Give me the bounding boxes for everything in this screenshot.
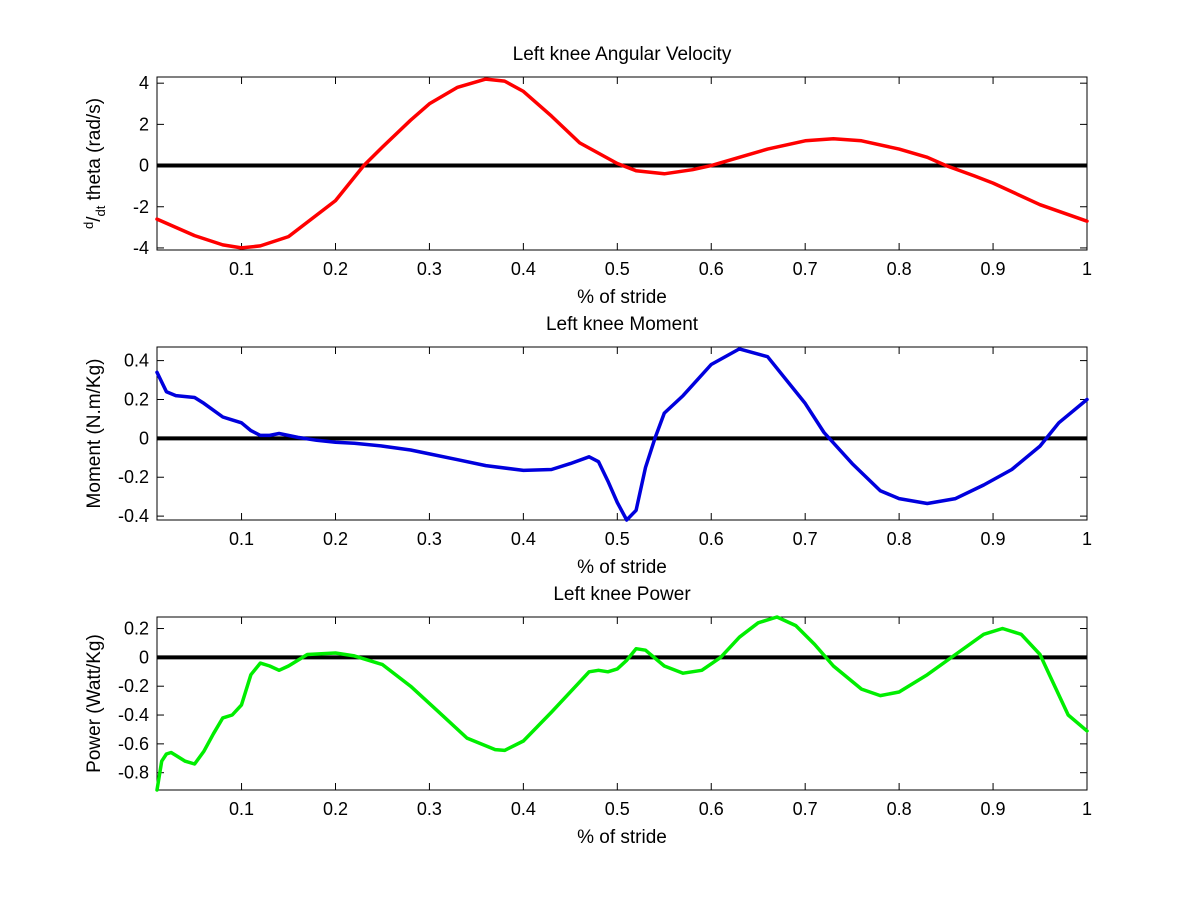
y-tick-label: -0.2	[118, 676, 149, 696]
y-axis-label: Moment (N.m/Kg)	[84, 359, 105, 509]
x-tick-label: 0.7	[793, 799, 818, 819]
x-tick-label: 0.7	[793, 259, 818, 279]
y-tick-label: -0.8	[118, 763, 149, 783]
series-line	[155, 347, 1089, 522]
y-tick-label: -0.4	[118, 506, 149, 526]
x-axis-label: % of stride	[577, 287, 667, 308]
x-tick-label: 0.1	[229, 529, 254, 549]
x-tick-label: 0.6	[699, 529, 724, 549]
x-tick-label: 0.5	[605, 799, 630, 819]
y-axis-label-numerator: d	[81, 222, 96, 229]
x-tick-label: 0.3	[417, 259, 442, 279]
y-tick-label: -2	[133, 197, 149, 217]
series-line	[155, 77, 1089, 250]
x-tick-label: 1	[1082, 529, 1092, 549]
y-axis-label: Power (Watt/Kg)	[84, 634, 105, 773]
x-tick-label: 0.8	[887, 529, 912, 549]
y-tick-label: 0	[139, 428, 149, 448]
x-tick-label: 0.8	[887, 799, 912, 819]
chart-title: Left knee Power	[553, 584, 691, 605]
x-tick-label: 0.6	[699, 799, 724, 819]
x-tick-label: 0.3	[417, 529, 442, 549]
y-tick-label: 0.2	[124, 389, 149, 409]
y-tick-label: -4	[133, 238, 149, 258]
x-tick-label: 1	[1082, 799, 1092, 819]
subplot-1: 0.1 0.2 0.3 0.4 0.5 0.6 0.7 0.8 0.9 1 -4 -2 0 2 4 Left …	[81, 44, 1092, 308]
y-tick-label: -0.2	[118, 467, 149, 487]
y-tick-label: -0.6	[118, 734, 149, 754]
y-tick-label: 4	[139, 73, 149, 93]
subplot-3: 0.1 0.2 0.3 0.4 0.5 0.6 0.7 0.8 0.9 1 -0.8 -0.6 -0.4…	[84, 584, 1092, 848]
x-axis-label: % of stride	[577, 557, 667, 578]
y-axis-label-text: theta (rad/s)	[84, 98, 105, 206]
chart-title: Left knee Moment	[546, 314, 699, 335]
chart-title: Left knee Angular Velocity	[513, 44, 732, 65]
subplots: 0.1 0.2 0.3 0.4 0.5 0.6 0.7 0.8 0.9 1 -4 -2 0 2 4 Left …	[81, 44, 1092, 848]
subplot-2: 0.1 0.2 0.3 0.4 0.5 0.6 0.7 0.8 0.9 1 -0.4 -0.2 0 0.2…	[84, 314, 1092, 578]
x-tick-label: 0.9	[981, 529, 1006, 549]
x-tick-label: 0.1	[229, 799, 254, 819]
x-tick-label: 0.8	[887, 259, 912, 279]
plot-area-frame	[156, 346, 1088, 521]
x-tick-label: 0.4	[511, 799, 536, 819]
x-tick-label: 0.9	[981, 799, 1006, 819]
x-axis-label: % of stride	[577, 827, 667, 848]
x-tick-label: 0.9	[981, 259, 1006, 279]
y-axis-label: d/dt theta (rad/s)	[81, 98, 108, 229]
x-tick-label: 0.2	[323, 529, 348, 549]
y-tick-label: 2	[139, 114, 149, 134]
y-tick-label: -0.4	[118, 705, 149, 725]
plot-area-frame	[156, 616, 1088, 791]
y-tick-label: 0	[139, 156, 149, 176]
series-line	[155, 615, 1089, 792]
x-tick-label: 0.2	[323, 799, 348, 819]
y-axis-label-slash: /	[84, 216, 105, 222]
x-tick-label: 0.4	[511, 529, 536, 549]
x-tick-label: 0.3	[417, 799, 442, 819]
y-axis-label-denominator: dt	[93, 205, 108, 216]
x-tick-label: 0.5	[605, 529, 630, 549]
x-tick-label: 0.6	[699, 259, 724, 279]
y-tick-label: 0.2	[124, 619, 149, 639]
x-tick-label: 1	[1082, 259, 1092, 279]
x-tick-label: 0.7	[793, 529, 818, 549]
x-tick-label: 0.2	[323, 259, 348, 279]
x-tick-label: 0.4	[511, 259, 536, 279]
y-tick-label: 0	[139, 647, 149, 667]
y-tick-label: 0.4	[124, 351, 149, 371]
x-tick-label: 0.5	[605, 259, 630, 279]
x-tick-label: 0.1	[229, 259, 254, 279]
